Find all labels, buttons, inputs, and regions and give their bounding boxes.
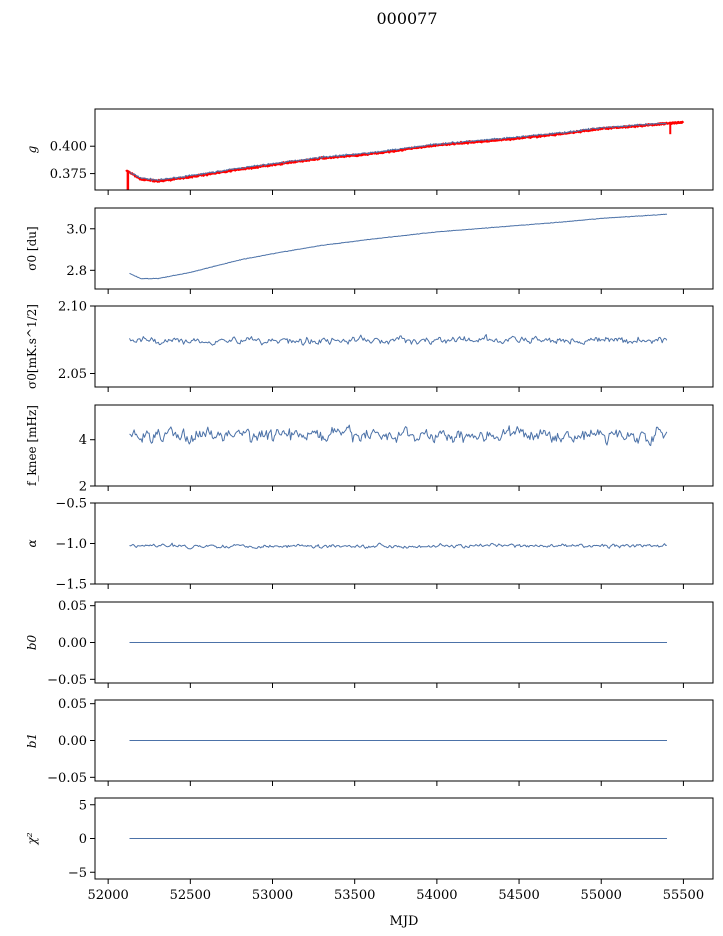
y-tick-label: 4 (79, 433, 87, 448)
x-tick-label: 53000 (252, 888, 293, 903)
x-tick-label: 55000 (581, 888, 622, 903)
axes-frame (94, 305, 714, 388)
subplot-1: 0.375 0.400 g (25, 108, 714, 195)
y-tick-label: 0.00 (58, 734, 87, 749)
series-line (129, 542, 667, 550)
subplot-3: 2.05 2.10 σ0[mK.s^1/2] (25, 300, 714, 392)
y-tick-label: 2.05 (58, 367, 87, 382)
y-axis-label: χ² (25, 832, 39, 845)
y-tick-label: −1.0 (55, 537, 87, 552)
subplot-4: 2 4 f_knee [mHz] (25, 404, 714, 495)
y-tick-label: −0.5 (55, 497, 87, 512)
subplot-7: −0.05 0.00 0.05 b1 (25, 697, 714, 786)
fit-line (125, 120, 685, 183)
y-tick-label: 2.8 (66, 264, 87, 279)
subplot-5: −1.5 −1.0 −0.5 α (25, 497, 714, 593)
y-tick-label: 3.0 (66, 222, 87, 237)
y-axis-label: b1 (25, 733, 39, 748)
y-tick-label: 0.400 (50, 140, 87, 155)
series-line (129, 213, 668, 280)
y-axis-label: σ0 [du] (25, 226, 39, 270)
y-axis-label: f_knee [mHz] (25, 405, 39, 486)
y-tick-label: 2.10 (58, 300, 87, 315)
y-tick-label: −1.5 (55, 578, 87, 593)
subplot-2: 2.8 3.0 σ0 [du] (25, 207, 714, 294)
x-tick-label: 52500 (170, 888, 211, 903)
x-axis-label: MJD (390, 914, 419, 929)
axes-frame (94, 502, 714, 585)
series-group (125, 120, 685, 190)
y-axis-label: g (25, 145, 39, 153)
subplot-8: −5 0 5 52000 52500 53000 53500 54000 54500 55000 5… (25, 797, 714, 903)
series-group (129, 424, 668, 447)
y-tick-label: 0 (79, 832, 87, 847)
series-group (129, 542, 667, 550)
subplot-stack: 0.375 0.400 g 2.8 3.0 σ0 [du] 2.05 2.10 σ0[mK.s^… (25, 108, 714, 903)
y-tick-label: 5 (79, 798, 87, 813)
y-tick-label: 0.05 (58, 697, 87, 712)
y-tick-label: 0.00 (58, 636, 87, 651)
series-line (129, 122, 667, 181)
series-group (129, 334, 668, 346)
x-tick-label: 53500 (334, 888, 375, 903)
series-line (129, 334, 668, 346)
y-tick-label: −0.05 (47, 771, 87, 786)
axes-frame (94, 207, 714, 290)
y-tick-label: −5 (68, 866, 87, 881)
x-tick-label: 54000 (416, 888, 457, 903)
y-tick-label: 0.375 (50, 167, 87, 182)
y-tick-label: 0.05 (58, 599, 87, 614)
y-tick-label: 2 (79, 480, 87, 495)
x-tick-label: 55500 (663, 888, 704, 903)
figure-title: 000077 (376, 9, 437, 28)
series-group (129, 213, 668, 280)
axes-frame (94, 404, 714, 487)
series-line (129, 424, 668, 447)
y-axis-label: α (25, 539, 39, 547)
y-axis-label: σ0[mK.s^1/2] (25, 304, 39, 389)
x-tick-label: 52000 (87, 888, 128, 903)
subplot-6: −0.05 0.00 0.05 b0 (25, 599, 714, 688)
axes-frame (94, 108, 714, 191)
y-axis-label: b0 (25, 634, 39, 650)
x-tick-label: 54500 (498, 888, 539, 903)
y-tick-label: −0.05 (47, 673, 87, 688)
